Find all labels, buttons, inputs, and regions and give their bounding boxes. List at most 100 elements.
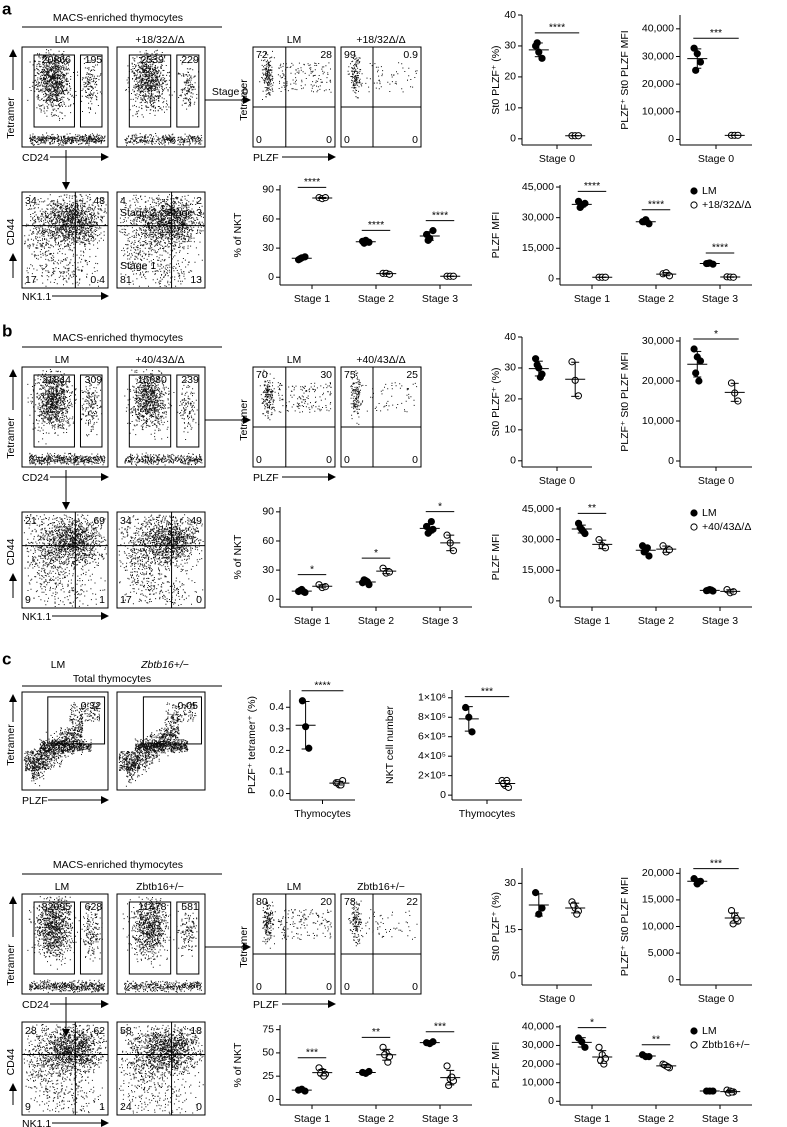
x-tick-label: Stage 3 [422, 1113, 458, 1125]
significance-label: **** [304, 176, 320, 188]
plot-frame [21, 511, 109, 609]
stage-label: Stage 0 [212, 86, 248, 98]
data-point [692, 66, 700, 74]
x-tick-label: Stage 3 [702, 293, 738, 305]
gate [33, 54, 75, 128]
y-tick-label: 30 [262, 242, 274, 254]
significance-label: * [590, 1016, 594, 1028]
significance-label: *** [434, 1021, 446, 1033]
significance-label: **** [432, 209, 448, 221]
quadrant-value: 24 [120, 1101, 132, 1113]
legend-label: Zbtb16+/− [702, 1039, 750, 1051]
y-axis-label: % of NKT [232, 1042, 244, 1088]
quadrant-value: 0 [196, 594, 202, 606]
x-axis-label: CD24 [22, 472, 49, 484]
significance-label: **** [648, 198, 664, 210]
y-tick-label: 10,000 [642, 415, 674, 427]
gate [128, 374, 172, 448]
y-tick-label: 0 [440, 789, 446, 801]
genotype-label: +18/32Δ/Δ [135, 34, 184, 46]
y-axis-label: Tetramer [238, 926, 250, 968]
x-tick-label: Thymocytes [459, 808, 516, 820]
data-point [305, 744, 313, 752]
panel-letter: b [2, 321, 12, 340]
y-axis-label: CD44 [5, 1048, 17, 1075]
x-axis-label: NK1.1 [22, 1118, 51, 1127]
data-point [732, 914, 740, 923]
y-tick-label: 0 [268, 271, 274, 283]
genotype-label: LM [51, 659, 66, 671]
y-tick-label: 20,000 [642, 78, 674, 90]
significance-label: ** [372, 1026, 380, 1038]
y-axis-label: PLZF⁺ St0 PLZF MFI [619, 30, 631, 129]
data-point [690, 345, 698, 353]
gate-count: 20866 [42, 54, 71, 66]
genotype-label: Zbtb16+/− [136, 881, 184, 893]
y-tick-label: 40 [504, 9, 516, 21]
plot-frame [340, 893, 422, 995]
y-tick-label: 15 [504, 923, 516, 935]
plot-frame [21, 46, 109, 148]
gate-count: 11478 [138, 901, 167, 913]
quadrant-value: 18 [190, 1025, 202, 1037]
y-tick-label: 10,000 [642, 106, 674, 118]
significance-label: * [374, 547, 378, 559]
quadrant-value: 30 [320, 369, 332, 381]
gate [142, 696, 202, 745]
x-tick-label: Stage 2 [638, 615, 674, 627]
y-axis-label: Tetramer [238, 399, 250, 441]
quadrant-value: 34 [25, 195, 37, 207]
panel-letter: c [2, 649, 11, 668]
quadrant-value: 0 [412, 454, 418, 466]
cytometry-events [119, 1024, 204, 1115]
y-tick-label: 0 [668, 973, 674, 985]
quadrant-value: 75 [344, 369, 356, 381]
y-tick-label: 30,000 [522, 211, 554, 223]
data-point [385, 568, 394, 576]
y-tick-label: 0.4 [269, 701, 284, 713]
significance-label: *** [481, 685, 493, 697]
legend-marker [690, 201, 698, 209]
y-tick-label: 40,000 [522, 1021, 554, 1033]
cytometry-events [23, 1023, 108, 1114]
gate [176, 901, 200, 975]
data-point [695, 377, 703, 385]
quadrant-value: 0 [256, 134, 262, 146]
genotype-label: LM [55, 354, 70, 366]
cytometry-events [124, 369, 203, 466]
plot-frame [116, 691, 206, 791]
plot-frame [21, 691, 109, 791]
panel-letter: a [2, 0, 12, 18]
x-axis-label: CD24 [22, 152, 49, 164]
y-tick-label: 1×10⁶ [418, 692, 446, 704]
genotype-label: LM [287, 881, 302, 893]
stage-label: Stage 1 [120, 260, 156, 272]
y-tick-label: 25 [262, 1070, 274, 1082]
y-axis-label: Tetramer [238, 79, 250, 121]
plot-frame [340, 366, 422, 468]
data-point [696, 58, 705, 66]
plot-frame [21, 191, 109, 289]
quadrant-value: 20 [320, 896, 332, 908]
data-point [692, 369, 700, 377]
y-axis-label: PLZF⁺ tetramer⁺ (%) [246, 696, 258, 794]
x-tick-label: Stage 0 [698, 475, 734, 487]
x-axis-label: PLZF [253, 472, 279, 484]
y-tick-label: 0 [548, 595, 554, 607]
y-tick-label: 5,000 [648, 947, 674, 959]
y-tick-label: 45,000 [522, 181, 554, 193]
quadrant-value: 48 [93, 195, 105, 207]
x-tick-label: Stage 1 [294, 615, 330, 627]
cytometry-events [262, 901, 332, 949]
y-axis-label: PLZF MFI [490, 1042, 502, 1089]
quadrant-value: 0 [344, 134, 350, 146]
data-point [600, 1060, 608, 1068]
significance-label: ** [588, 502, 596, 514]
quadrant-value: 13 [190, 274, 202, 286]
gate-count: 195 [85, 54, 103, 66]
significance-label: **** [712, 242, 728, 254]
data-point [538, 54, 546, 62]
quadrant-value: 49 [190, 515, 202, 527]
y-axis-label: PLZF⁺ St0 PLZF MFI [619, 877, 631, 976]
